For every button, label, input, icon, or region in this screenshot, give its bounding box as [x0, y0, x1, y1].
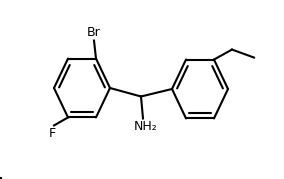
Text: Br: Br — [87, 26, 101, 38]
Text: NH₂: NH₂ — [134, 120, 158, 134]
Text: F: F — [49, 127, 56, 141]
